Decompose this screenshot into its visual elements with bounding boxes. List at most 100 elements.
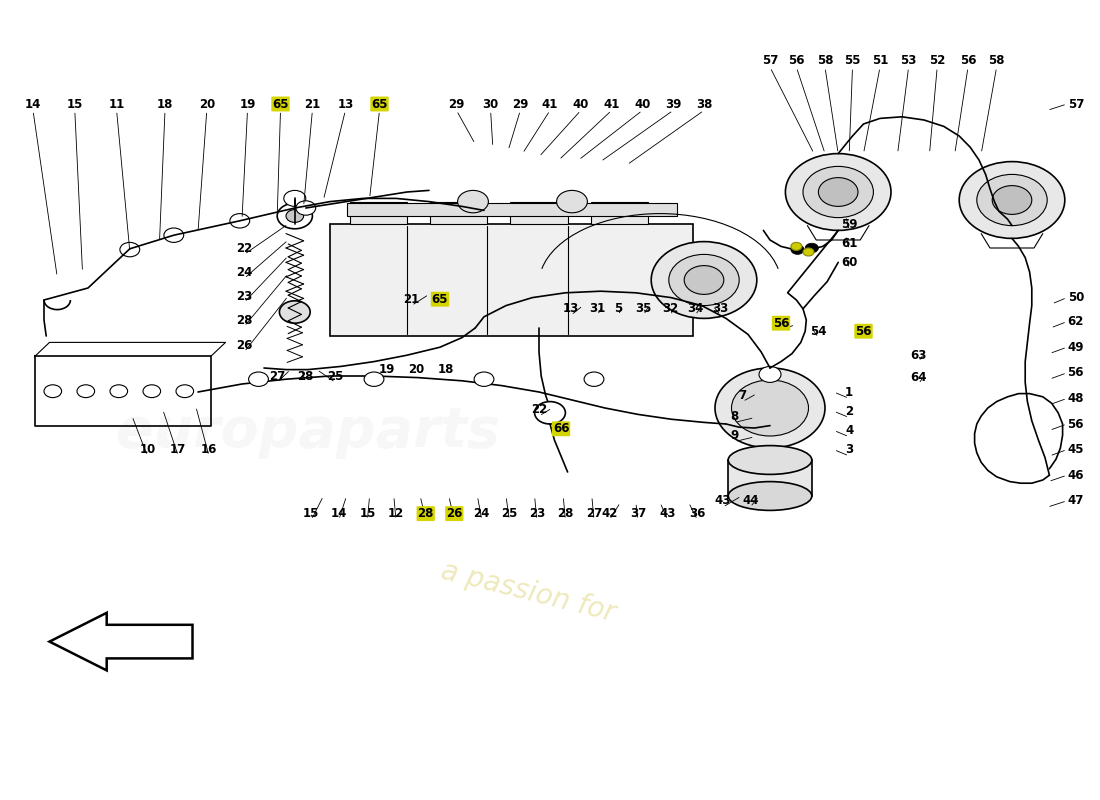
Text: 3: 3 bbox=[845, 443, 854, 456]
Text: 63: 63 bbox=[911, 349, 926, 362]
Text: 28: 28 bbox=[418, 507, 433, 520]
Circle shape bbox=[805, 243, 818, 253]
Circle shape bbox=[684, 266, 724, 294]
Text: 4: 4 bbox=[845, 424, 854, 437]
Circle shape bbox=[584, 372, 604, 386]
Text: 34: 34 bbox=[688, 302, 703, 315]
Text: 56: 56 bbox=[1067, 418, 1084, 430]
Text: 47: 47 bbox=[1068, 494, 1084, 507]
FancyArrow shape bbox=[50, 613, 192, 670]
Circle shape bbox=[458, 190, 488, 213]
Text: 58: 58 bbox=[816, 54, 834, 66]
Text: 39: 39 bbox=[666, 98, 681, 110]
Text: 21: 21 bbox=[305, 98, 320, 110]
Circle shape bbox=[77, 385, 95, 398]
Circle shape bbox=[249, 372, 268, 386]
Text: 51: 51 bbox=[872, 54, 888, 66]
Text: 61: 61 bbox=[842, 237, 857, 250]
Text: 27: 27 bbox=[270, 370, 285, 382]
Circle shape bbox=[759, 366, 781, 382]
Text: 23: 23 bbox=[236, 290, 252, 302]
Text: 25: 25 bbox=[328, 370, 343, 382]
Text: 60: 60 bbox=[842, 256, 857, 269]
Text: 66: 66 bbox=[552, 422, 570, 435]
Text: 65: 65 bbox=[431, 293, 449, 306]
Text: 14: 14 bbox=[25, 98, 41, 110]
Circle shape bbox=[110, 385, 128, 398]
Text: 26: 26 bbox=[447, 507, 462, 520]
Bar bbox=[430, 202, 487, 224]
Circle shape bbox=[992, 186, 1032, 214]
Text: 50: 50 bbox=[1068, 291, 1084, 304]
Text: 13: 13 bbox=[563, 302, 579, 315]
Text: 18: 18 bbox=[157, 98, 173, 110]
Text: 38: 38 bbox=[696, 98, 712, 110]
Ellipse shape bbox=[728, 482, 812, 510]
Text: 57: 57 bbox=[1068, 98, 1084, 110]
Text: 15: 15 bbox=[67, 98, 82, 110]
Text: 20: 20 bbox=[199, 98, 214, 110]
Circle shape bbox=[791, 245, 804, 254]
Text: 56: 56 bbox=[856, 325, 871, 338]
Polygon shape bbox=[330, 224, 693, 336]
Bar bbox=[591, 202, 648, 224]
Text: 53: 53 bbox=[901, 54, 916, 66]
Circle shape bbox=[44, 385, 62, 398]
Text: 19: 19 bbox=[379, 363, 395, 376]
Text: 21: 21 bbox=[404, 293, 419, 306]
Circle shape bbox=[364, 372, 384, 386]
Text: 33: 33 bbox=[713, 302, 728, 315]
Text: 17: 17 bbox=[170, 443, 186, 456]
Text: 59: 59 bbox=[842, 218, 858, 230]
Circle shape bbox=[803, 166, 873, 218]
Text: 54: 54 bbox=[810, 325, 827, 338]
Text: 5: 5 bbox=[614, 302, 623, 315]
Text: 14: 14 bbox=[331, 507, 346, 520]
Circle shape bbox=[557, 190, 587, 213]
Text: 57: 57 bbox=[762, 54, 778, 66]
Text: 27: 27 bbox=[586, 507, 602, 520]
Circle shape bbox=[669, 254, 739, 306]
Text: 35: 35 bbox=[636, 302, 651, 315]
Text: 15: 15 bbox=[360, 507, 375, 520]
Circle shape bbox=[296, 201, 316, 215]
Text: 58: 58 bbox=[988, 54, 1005, 66]
Text: 28: 28 bbox=[236, 314, 252, 326]
Text: 29: 29 bbox=[513, 98, 528, 110]
Text: 43: 43 bbox=[715, 494, 730, 507]
Text: 44: 44 bbox=[741, 494, 759, 507]
Text: 2: 2 bbox=[845, 405, 854, 418]
Text: 43: 43 bbox=[660, 507, 675, 520]
Circle shape bbox=[651, 242, 757, 318]
Text: 40: 40 bbox=[635, 98, 650, 110]
Bar bbox=[346, 203, 676, 216]
Circle shape bbox=[143, 385, 161, 398]
Text: 41: 41 bbox=[604, 98, 619, 110]
Ellipse shape bbox=[728, 446, 812, 474]
Text: 62: 62 bbox=[1068, 315, 1084, 328]
Text: 37: 37 bbox=[630, 507, 646, 520]
Circle shape bbox=[286, 210, 304, 222]
Circle shape bbox=[120, 242, 140, 257]
Text: 7: 7 bbox=[738, 389, 747, 402]
Text: 28: 28 bbox=[558, 507, 573, 520]
Text: 11: 11 bbox=[109, 98, 124, 110]
Text: 23: 23 bbox=[529, 507, 544, 520]
Text: 65: 65 bbox=[371, 98, 387, 110]
Bar bbox=[510, 202, 568, 224]
Text: 8: 8 bbox=[730, 410, 739, 422]
Text: 55: 55 bbox=[845, 54, 860, 66]
Text: 46: 46 bbox=[1067, 469, 1084, 482]
Bar bbox=[728, 460, 812, 496]
Circle shape bbox=[791, 242, 802, 250]
Text: 41: 41 bbox=[542, 98, 558, 110]
Text: europaparts: europaparts bbox=[116, 405, 501, 459]
Circle shape bbox=[164, 228, 184, 242]
Circle shape bbox=[818, 178, 858, 206]
Text: 10: 10 bbox=[140, 443, 155, 456]
Text: 15: 15 bbox=[304, 507, 319, 520]
Text: 52: 52 bbox=[930, 54, 945, 66]
Text: 56: 56 bbox=[1067, 366, 1084, 379]
Text: 48: 48 bbox=[1067, 392, 1084, 405]
Circle shape bbox=[785, 154, 891, 230]
